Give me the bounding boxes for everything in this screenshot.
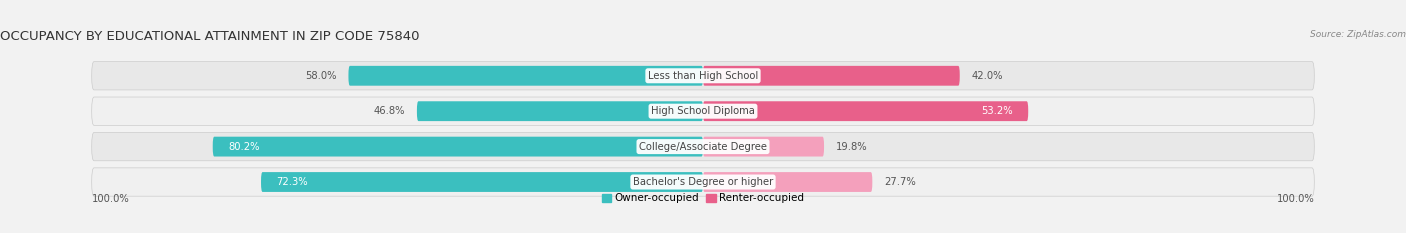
- Text: 58.0%: 58.0%: [305, 71, 336, 81]
- FancyBboxPatch shape: [91, 62, 1315, 90]
- Text: 19.8%: 19.8%: [837, 142, 868, 152]
- Text: 72.3%: 72.3%: [277, 177, 308, 187]
- Text: 100.0%: 100.0%: [91, 194, 129, 204]
- Text: 80.2%: 80.2%: [228, 142, 260, 152]
- Text: 53.2%: 53.2%: [981, 106, 1012, 116]
- FancyBboxPatch shape: [418, 101, 703, 121]
- FancyBboxPatch shape: [703, 172, 872, 192]
- Text: Source: ZipAtlas.com: Source: ZipAtlas.com: [1310, 30, 1406, 39]
- Text: 100.0%: 100.0%: [1277, 194, 1315, 204]
- Legend: Owner-occupied, Renter-occupied: Owner-occupied, Renter-occupied: [602, 193, 804, 203]
- FancyBboxPatch shape: [262, 172, 703, 192]
- FancyBboxPatch shape: [703, 101, 1028, 121]
- Text: Less than High School: Less than High School: [648, 71, 758, 81]
- FancyBboxPatch shape: [91, 132, 1315, 161]
- FancyBboxPatch shape: [703, 66, 960, 86]
- Text: College/Associate Degree: College/Associate Degree: [638, 142, 768, 152]
- Text: Bachelor's Degree or higher: Bachelor's Degree or higher: [633, 177, 773, 187]
- FancyBboxPatch shape: [703, 137, 824, 157]
- FancyBboxPatch shape: [349, 66, 703, 86]
- FancyBboxPatch shape: [212, 137, 703, 157]
- FancyBboxPatch shape: [91, 97, 1315, 125]
- FancyBboxPatch shape: [91, 168, 1315, 196]
- Text: 42.0%: 42.0%: [972, 71, 1004, 81]
- Text: OCCUPANCY BY EDUCATIONAL ATTAINMENT IN ZIP CODE 75840: OCCUPANCY BY EDUCATIONAL ATTAINMENT IN Z…: [0, 30, 419, 43]
- Text: 27.7%: 27.7%: [884, 177, 917, 187]
- Text: 46.8%: 46.8%: [373, 106, 405, 116]
- Text: High School Diploma: High School Diploma: [651, 106, 755, 116]
